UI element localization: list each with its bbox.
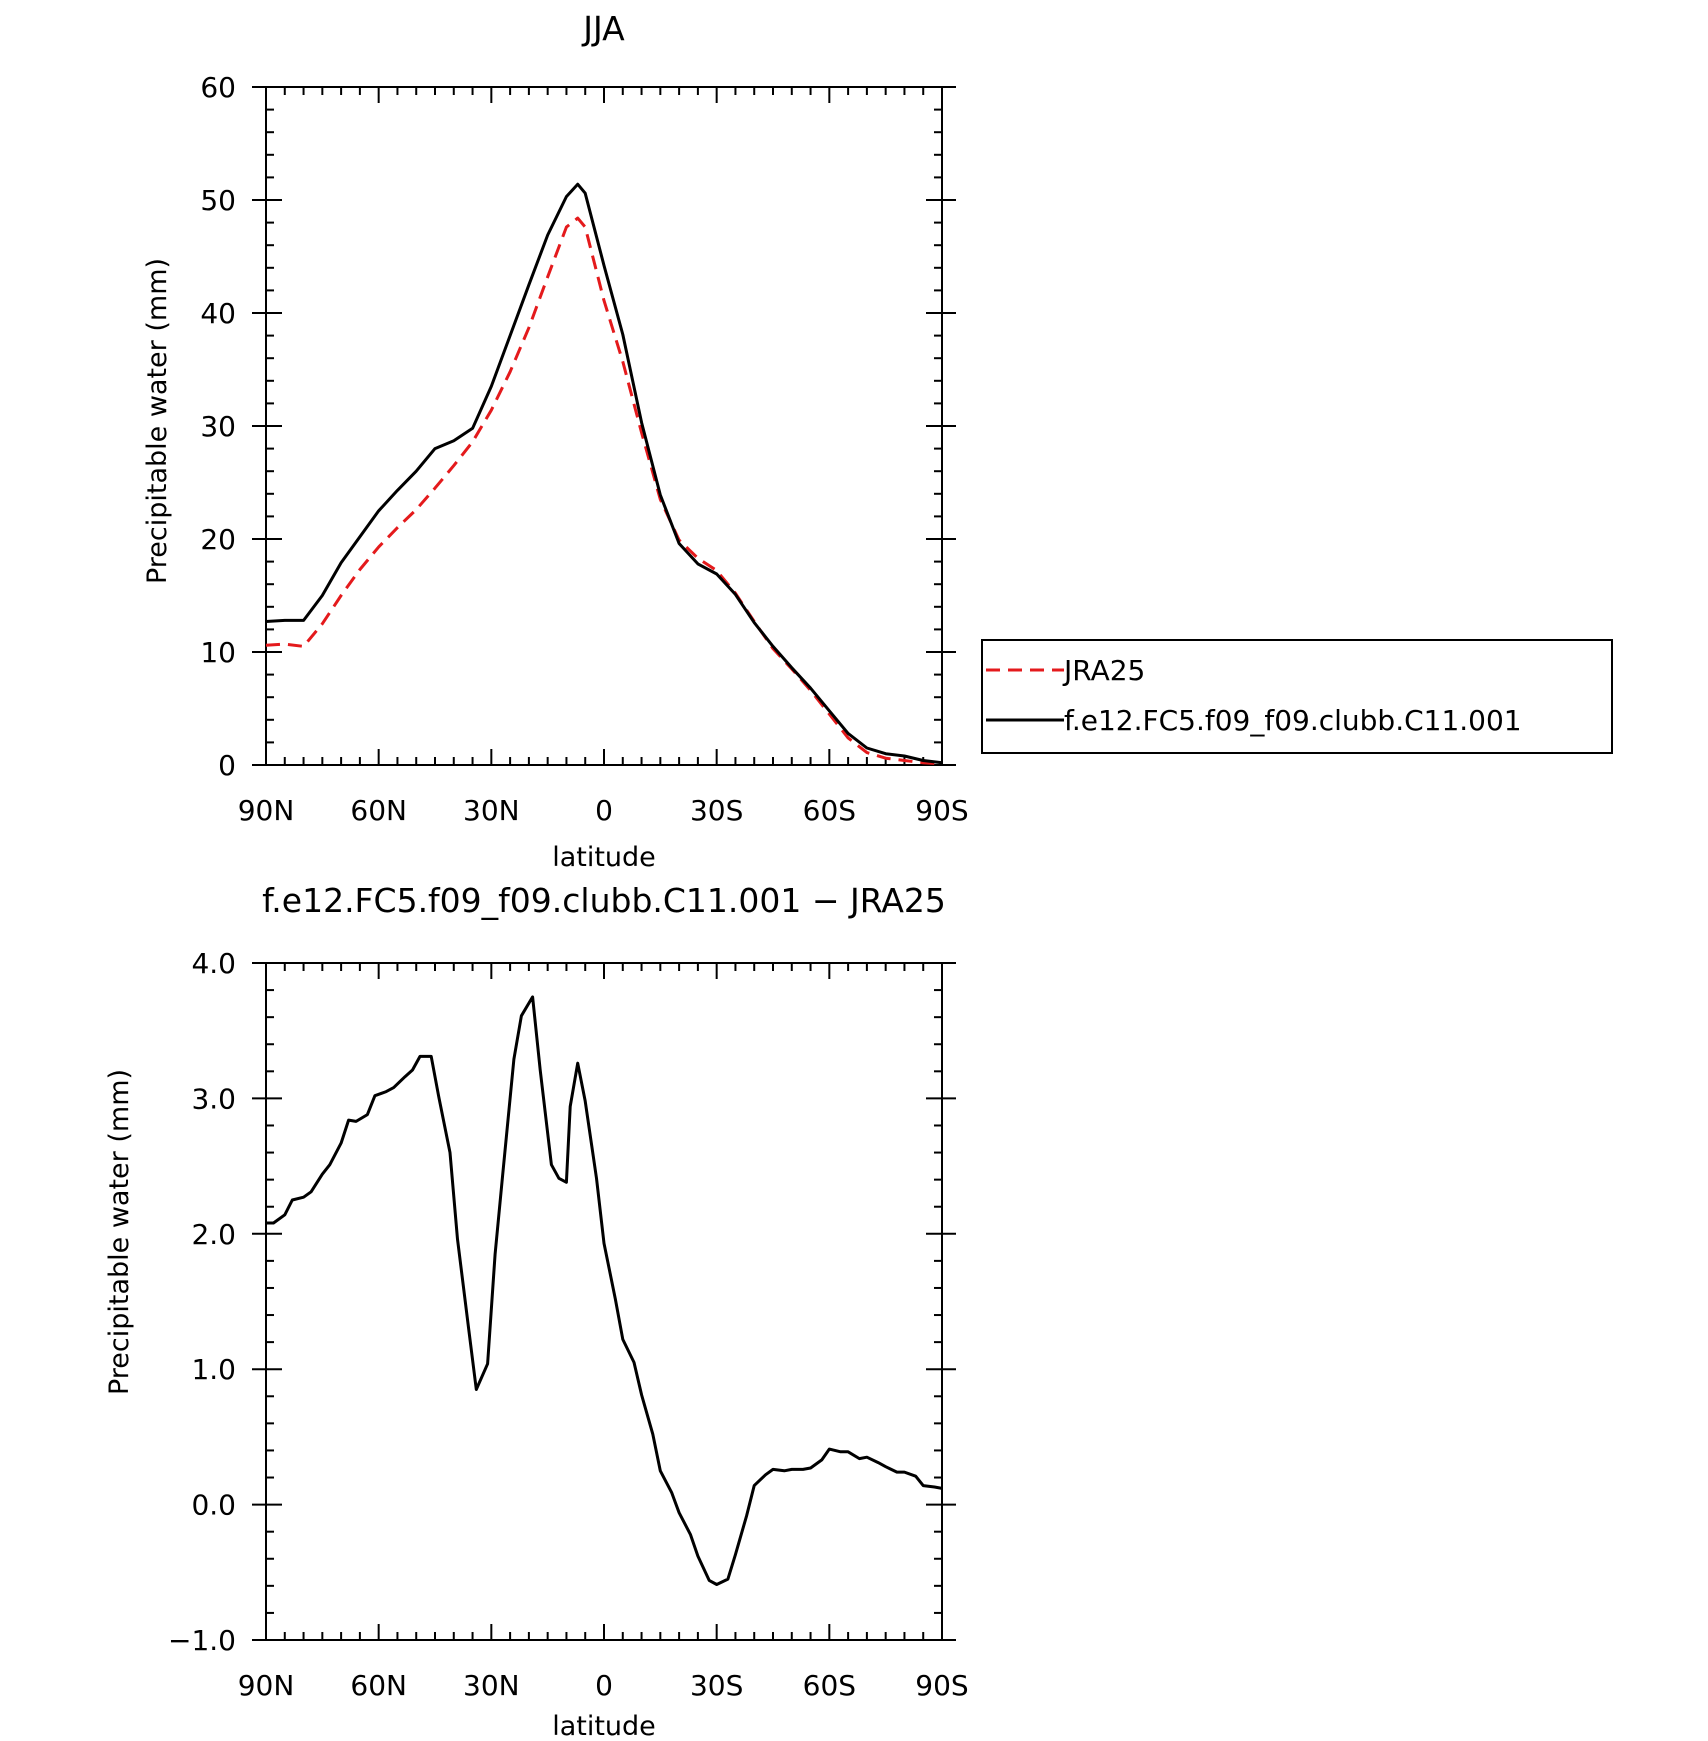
bottom-y-tick-label: 2.0 xyxy=(191,1218,236,1251)
bottom-series-line-0 xyxy=(266,995,943,1586)
bottom-plot-frame xyxy=(265,962,943,1641)
bottom-x-tick-label: 90S xyxy=(915,1669,968,1702)
bottom-y-tick-label: 3.0 xyxy=(191,1082,236,1115)
legend-box xyxy=(981,639,1613,754)
top-y-tick-label: 60 xyxy=(200,71,236,104)
top-x-tick-label: 60S xyxy=(803,794,856,827)
top-y-tick-label: 40 xyxy=(200,297,236,330)
top-y-axis-label: Precipitable water (mm) xyxy=(142,258,173,584)
top-y-tick-label: 30 xyxy=(200,410,236,443)
bottom-y-axis-label: Precipitable water (mm) xyxy=(104,1069,135,1395)
top-y-tick-label: 0 xyxy=(218,749,236,782)
top-x-tick-label: 90S xyxy=(915,794,968,827)
bottom-x-tick-label: 30N xyxy=(463,1669,520,1702)
bottom-y-tick-label: 0.0 xyxy=(191,1489,236,1522)
top-y-tick-label: 10 xyxy=(200,636,236,669)
top-series-line-0 xyxy=(265,216,943,766)
top-x-axis-label: latitude xyxy=(552,842,656,873)
bottom-x-tick-label: 90N xyxy=(238,1669,295,1702)
top-x-tick-label: 30S xyxy=(690,794,743,827)
top-plot-area: 90N 60N 30N 0 30S 60S 90S 0 10 20 30 40 50 60 xyxy=(200,71,968,827)
top-x-tick-label: 60N xyxy=(350,794,407,827)
bottom-y-tick-label: −1.0 xyxy=(168,1624,236,1657)
bottom-x-axis-label: latitude xyxy=(552,1711,656,1741)
top-y-tick-label: 50 xyxy=(200,184,236,217)
bottom-x-tick-label: 0 xyxy=(595,1669,613,1702)
top-x-tick-label: 0 xyxy=(595,794,613,827)
bottom-plot-area: 90N 60N 30N 0 30S 60S 90S −1.0 0.0 1.0 2.0 3.0 4.0 xyxy=(168,947,969,1702)
top-x-tick-label: 30N xyxy=(463,794,520,827)
top-y-tick-label: 20 xyxy=(200,523,236,556)
top-series-line-1 xyxy=(265,182,943,765)
bottom-title: f.e12.FC5.f09_f09.clubb.C11.001 − JRA25 xyxy=(262,881,946,920)
top-x-tick-label: 90N xyxy=(238,794,295,827)
bottom-y-tick-label: 4.0 xyxy=(191,947,236,980)
top-title: JJA xyxy=(581,9,625,48)
bottom-x-tick-label: 60S xyxy=(803,1669,856,1702)
legend-label-model: f.e12.FC5.f09_f09.clubb.C11.001 xyxy=(1064,704,1522,737)
legend: JRA25 f.e12.FC5.f09_f09.clubb.C11.001 xyxy=(981,639,1613,754)
legend-label-jra25: JRA25 xyxy=(1062,654,1145,687)
bottom-x-tick-label: 60N xyxy=(350,1669,407,1702)
bottom-x-tick-label: 30S xyxy=(690,1669,743,1702)
panel-top: JJA Precipitable water (mm) latitude 90N… xyxy=(142,9,1613,873)
bottom-y-tick-label: 1.0 xyxy=(191,1353,236,1386)
top-plot-frame xyxy=(265,86,943,766)
panel-bottom: f.e12.FC5.f09_f09.clubb.C11.001 − JRA25 … xyxy=(104,881,969,1741)
